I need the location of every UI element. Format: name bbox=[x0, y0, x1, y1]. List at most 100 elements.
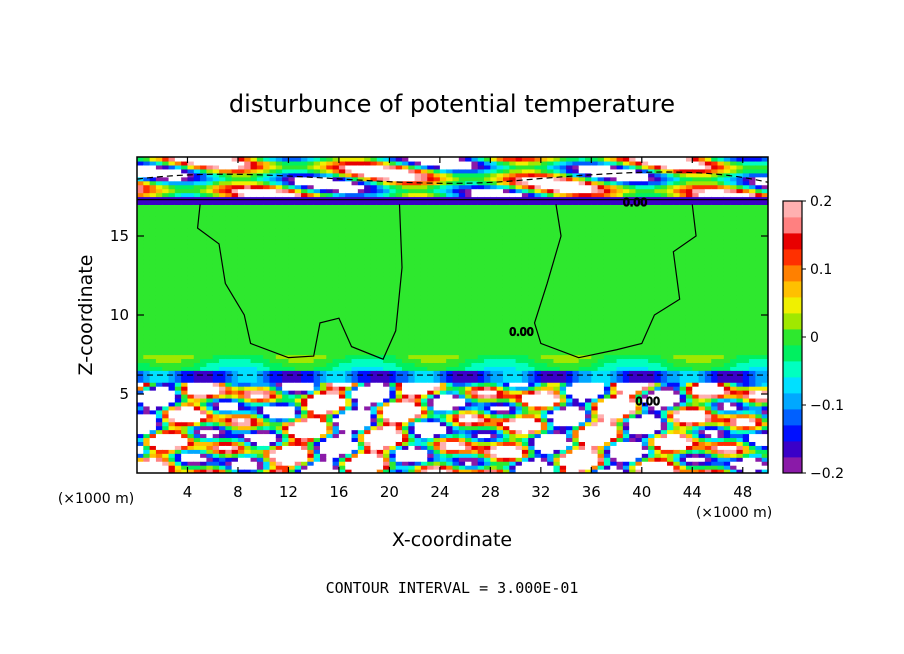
field-cell bbox=[458, 437, 466, 442]
field-cell bbox=[357, 188, 365, 194]
field-cell bbox=[439, 326, 447, 332]
field-cell bbox=[402, 168, 409, 174]
field-cell bbox=[332, 196, 340, 202]
field-cell bbox=[383, 386, 390, 391]
field-cell bbox=[149, 200, 157, 205]
field-cell bbox=[515, 295, 523, 300]
field-cell bbox=[515, 457, 523, 462]
field-cell bbox=[162, 401, 170, 407]
field-cell bbox=[263, 417, 271, 423]
field-cell bbox=[244, 382, 252, 387]
field-cell bbox=[162, 362, 170, 367]
field-cell bbox=[515, 216, 523, 221]
field-cell bbox=[402, 394, 409, 399]
field-cell bbox=[313, 157, 321, 162]
field-cell bbox=[301, 358, 308, 363]
field-cell bbox=[307, 453, 315, 458]
field-cell bbox=[326, 176, 334, 182]
field-cell bbox=[263, 441, 271, 446]
field-cell bbox=[206, 449, 214, 454]
field-cell bbox=[307, 338, 315, 344]
field-cell bbox=[477, 259, 485, 265]
field-cell bbox=[370, 417, 378, 423]
field-cell bbox=[237, 425, 245, 431]
field-cell bbox=[458, 390, 466, 395]
field-cell bbox=[484, 457, 491, 462]
field-cell bbox=[471, 291, 479, 296]
field-cell bbox=[509, 311, 517, 316]
field-cell bbox=[137, 204, 144, 209]
field-cell bbox=[389, 271, 397, 277]
field-cell bbox=[465, 228, 473, 233]
field-cell bbox=[408, 224, 416, 229]
field-cell bbox=[137, 180, 144, 186]
field-cell bbox=[402, 232, 409, 237]
field-cell bbox=[193, 401, 201, 407]
field-cell bbox=[313, 405, 321, 411]
field-cell bbox=[250, 397, 258, 403]
field-cell bbox=[288, 429, 296, 435]
field-cell bbox=[345, 457, 353, 462]
field-cell bbox=[174, 204, 182, 209]
field-cell bbox=[376, 449, 384, 454]
field-cell bbox=[477, 188, 485, 194]
field-cell bbox=[282, 212, 290, 217]
field-cell bbox=[345, 188, 353, 194]
field-cell bbox=[244, 228, 252, 233]
field-cell bbox=[370, 401, 378, 407]
field-cell bbox=[484, 303, 491, 308]
field-cell bbox=[338, 366, 346, 371]
field-cell bbox=[414, 429, 422, 435]
field-cell bbox=[326, 366, 334, 371]
field-cell bbox=[496, 224, 504, 229]
field-cell bbox=[389, 251, 397, 257]
field-cell bbox=[288, 176, 296, 182]
field-cell bbox=[446, 192, 454, 198]
field-cell bbox=[168, 287, 176, 292]
field-cell bbox=[143, 465, 151, 470]
field-cell bbox=[521, 180, 529, 186]
field-cell bbox=[288, 386, 296, 391]
field-cell bbox=[408, 204, 416, 209]
field-cell bbox=[256, 255, 264, 261]
field-cell bbox=[174, 394, 182, 399]
field-cell bbox=[313, 366, 321, 371]
field-cell bbox=[143, 196, 151, 202]
field-cell bbox=[282, 346, 290, 352]
field-cell bbox=[301, 303, 308, 308]
field-cell bbox=[402, 236, 409, 241]
field-cell bbox=[420, 295, 428, 300]
field-cell bbox=[181, 441, 189, 446]
field-cell bbox=[496, 318, 504, 324]
field-cell bbox=[263, 326, 271, 332]
field-cell bbox=[269, 315, 277, 320]
field-cell bbox=[509, 382, 517, 387]
field-cell bbox=[288, 216, 296, 221]
field-cell bbox=[282, 279, 290, 284]
field-cell bbox=[446, 469, 454, 473]
field-cell bbox=[490, 307, 498, 312]
field-cell bbox=[313, 326, 321, 332]
field-cell bbox=[402, 303, 409, 308]
field-cell bbox=[212, 386, 220, 391]
field-cell bbox=[490, 409, 498, 415]
field-cell bbox=[155, 374, 163, 379]
field-cell bbox=[427, 445, 435, 450]
field-cell bbox=[282, 441, 290, 446]
field-cell bbox=[370, 200, 378, 205]
field-cell bbox=[496, 200, 504, 205]
field-cell bbox=[212, 259, 220, 265]
field-cell bbox=[528, 457, 536, 462]
field-cell bbox=[490, 208, 498, 213]
field-cell bbox=[237, 397, 245, 403]
field-cell bbox=[427, 461, 435, 466]
field-cell bbox=[269, 326, 277, 332]
field-cell bbox=[332, 318, 340, 324]
field-cell bbox=[420, 251, 428, 257]
field-cell bbox=[408, 271, 416, 277]
field-cell bbox=[458, 287, 466, 292]
field-cell bbox=[162, 366, 170, 371]
field-cell bbox=[420, 397, 428, 403]
field-cell bbox=[269, 172, 277, 178]
field-cell bbox=[250, 192, 258, 198]
